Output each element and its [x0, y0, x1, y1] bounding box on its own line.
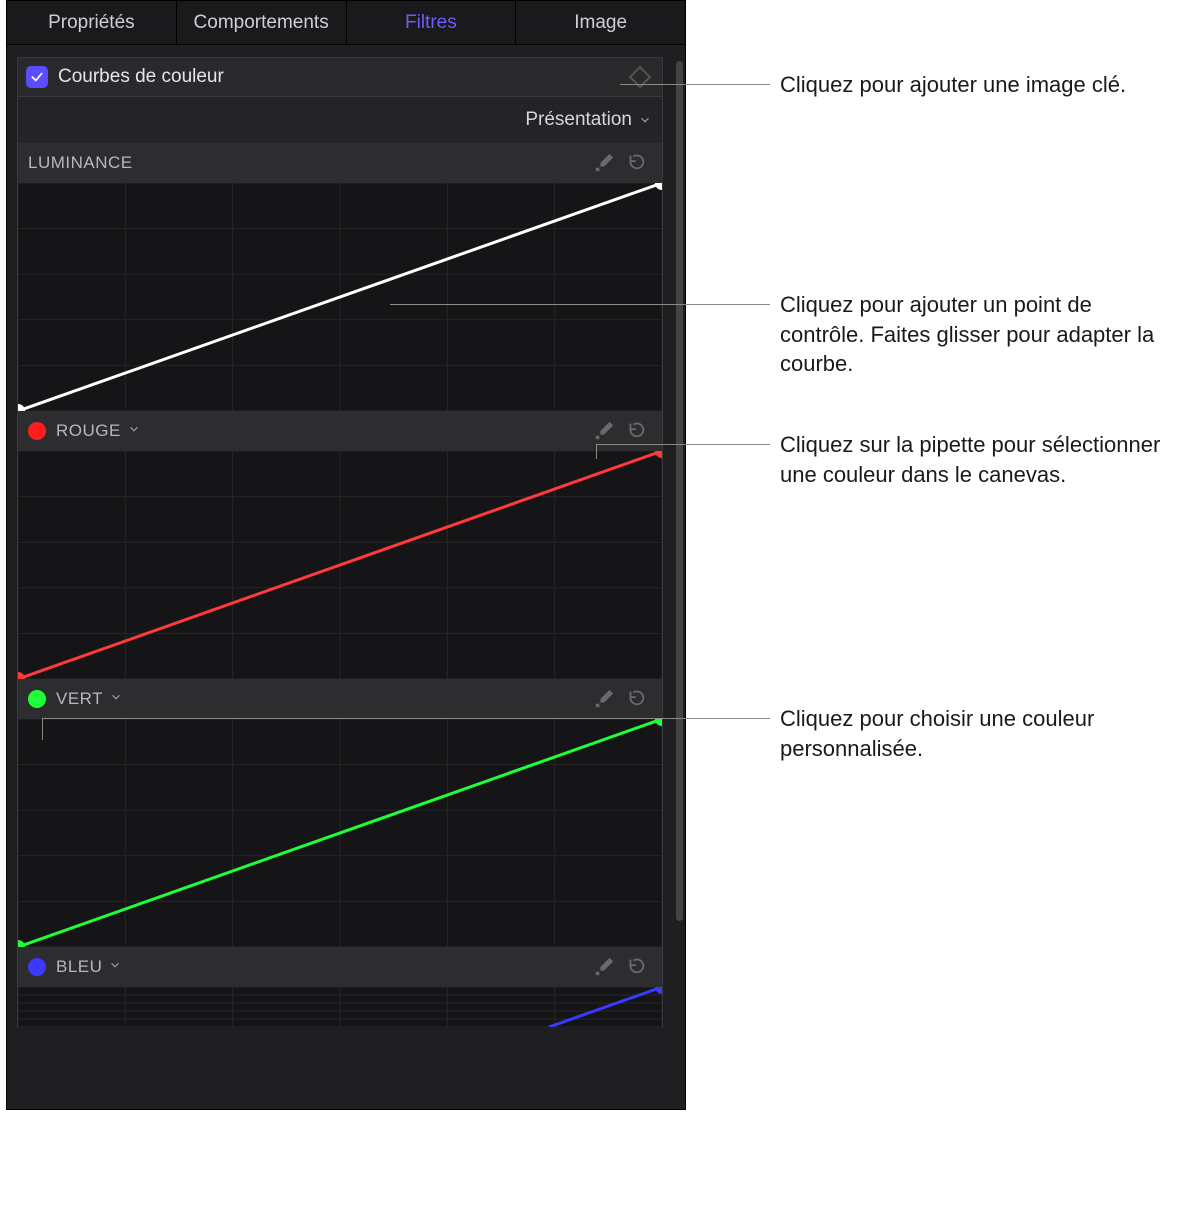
reset-curve-button-vert[interactable]	[620, 687, 652, 711]
curve-label-luminance: LUMINANCE	[28, 153, 133, 173]
curve-label-vert: VERT	[56, 689, 103, 709]
tab-proprietes[interactable]: Propriétés	[7, 1, 177, 44]
curve-label-rouge: ROUGE	[56, 421, 121, 441]
curves-container: LUMINANCE ROUGE VERT BLEU	[17, 143, 663, 1027]
scrollbar[interactable]	[676, 61, 683, 921]
curve-block-bleu: BLEU	[17, 947, 663, 1027]
tab-image[interactable]: Image	[516, 1, 685, 44]
callout-custom-color: Cliquez pour choisir une couleur personn…	[780, 704, 1160, 763]
filter-header-row: Courbes de couleur	[17, 57, 663, 97]
eyedropper-button-vert[interactable]	[588, 687, 620, 711]
callout-keyframe: Cliquez pour ajouter une image clé.	[780, 70, 1160, 100]
callout-line-2	[390, 304, 770, 305]
reset-curve-button-rouge[interactable]	[620, 419, 652, 443]
curve-header-rouge: ROUGE	[18, 411, 662, 451]
tab-filtres[interactable]: Filtres	[347, 1, 517, 44]
curve-label-bleu: BLEU	[56, 957, 102, 977]
callout-control-point: Cliquez pour ajouter un point de contrôl…	[780, 290, 1180, 379]
panel-body: Courbes de couleur Présentation LUMINANC…	[7, 45, 673, 1109]
curve-channel-dropdown-bleu[interactable]	[108, 958, 122, 977]
curve-area-bleu[interactable]	[18, 987, 662, 1027]
color-swatch-vert[interactable]	[28, 690, 46, 708]
check-icon	[30, 70, 44, 84]
presentation-row: Présentation	[17, 97, 663, 143]
curve-header-bleu: BLEU	[18, 947, 662, 987]
eyedropper-button-bleu[interactable]	[588, 955, 620, 979]
color-swatch-bleu[interactable]	[28, 958, 46, 976]
callout-line-3	[596, 444, 770, 459]
eyedropper-button-rouge[interactable]	[588, 419, 620, 443]
curve-channel-dropdown-vert[interactable]	[109, 690, 123, 709]
reset-curve-button-bleu[interactable]	[620, 955, 652, 979]
tab-comportements[interactable]: Comportements	[177, 1, 347, 44]
filter-enable-checkbox[interactable]	[26, 66, 48, 88]
inspector-tabs: Propriétés Comportements Filtres Image	[7, 1, 685, 45]
callout-line-4	[42, 718, 770, 740]
chevron-down-icon	[638, 113, 652, 127]
eyedropper-button-luminance[interactable]	[588, 151, 620, 175]
callout-line-1	[620, 84, 770, 85]
curve-header-vert: VERT	[18, 679, 662, 719]
curve-area-luminance[interactable]	[18, 183, 662, 411]
callout-eyedropper: Cliquez sur la pipette pour sélectionner…	[780, 430, 1180, 489]
curve-block-luminance: LUMINANCE	[17, 143, 663, 411]
presentation-dropdown[interactable]: Présentation	[525, 109, 632, 131]
curve-block-rouge: ROUGE	[17, 411, 663, 679]
reset-curve-button-luminance[interactable]	[620, 151, 652, 175]
curve-header-luminance: LUMINANCE	[18, 143, 662, 183]
filter-title: Courbes de couleur	[58, 66, 632, 88]
curve-channel-dropdown-rouge[interactable]	[127, 422, 141, 441]
curve-area-vert[interactable]	[18, 719, 662, 947]
curve-area-rouge[interactable]	[18, 451, 662, 679]
color-swatch-rouge[interactable]	[28, 422, 46, 440]
inspector-panel: Propriétés Comportements Filtres Image C…	[6, 0, 686, 1110]
